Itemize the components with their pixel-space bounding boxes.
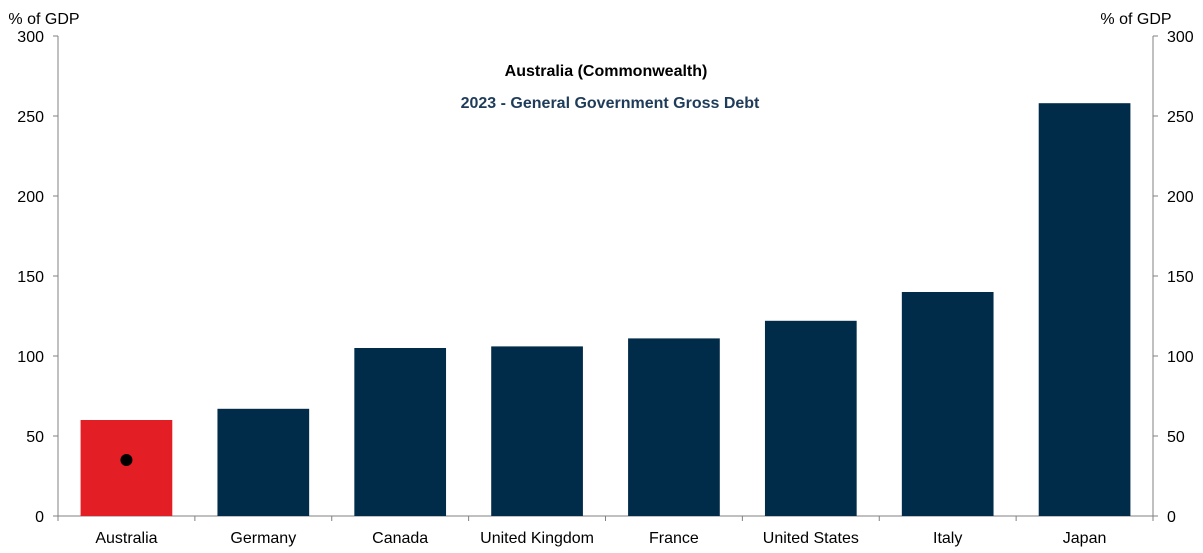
bars xyxy=(80,103,1131,516)
chart-title: Australia (Commonwealth) xyxy=(505,63,708,80)
x-tick-label: United Kingdom xyxy=(480,530,594,547)
bar-united-kingdom xyxy=(491,346,583,516)
x-tick-label: France xyxy=(649,530,699,547)
y-tick-label-right: 300 xyxy=(1167,29,1194,46)
y-tick-label-right: 50 xyxy=(1167,429,1185,446)
y-tick-label-left: 250 xyxy=(17,109,44,126)
y-tick-label-right: 0 xyxy=(1167,509,1176,526)
y-tick-label-left: 150 xyxy=(17,269,44,286)
highlight-marker-dot xyxy=(120,454,133,466)
y-tick-label-left: 50 xyxy=(26,429,44,446)
y-axis-label-right: % of GDP xyxy=(1100,11,1171,28)
bar-australia xyxy=(80,420,173,516)
y-tick-label-left: 300 xyxy=(17,29,44,46)
y-tick-label-right: 150 xyxy=(1167,269,1194,286)
y-tick-label-right: 200 xyxy=(1167,189,1194,206)
labels: 0 0 50 50 100 100 150 150 200 200 250 250 300 300 Aust… xyxy=(17,29,1194,547)
x-tick-label: Germany xyxy=(230,530,296,547)
y-tick-label-left: 100 xyxy=(17,349,44,366)
bar-france xyxy=(628,338,720,516)
y-tick-label-right: 250 xyxy=(1167,109,1194,126)
x-tick-label: United States xyxy=(763,530,859,547)
x-tick-label: Canada xyxy=(372,530,428,547)
bar-canada xyxy=(354,348,447,516)
bar-japan xyxy=(1038,103,1131,516)
y-tick-label-left: 0 xyxy=(35,509,44,526)
y-tick-label-right: 100 xyxy=(1167,349,1194,366)
bar-germany xyxy=(217,408,310,516)
chart-subtitle: 2023 - General Government Gross Debt xyxy=(461,95,760,112)
y-axis-label-left: % of GDP xyxy=(8,11,79,28)
bar-italy xyxy=(901,292,994,516)
x-tick-label: Italy xyxy=(933,530,962,547)
x-tick-label: Japan xyxy=(1063,530,1107,547)
x-tick-label: Australia xyxy=(95,530,157,547)
y-tick-label-left: 200 xyxy=(17,189,44,206)
bar-united-states xyxy=(764,320,857,516)
